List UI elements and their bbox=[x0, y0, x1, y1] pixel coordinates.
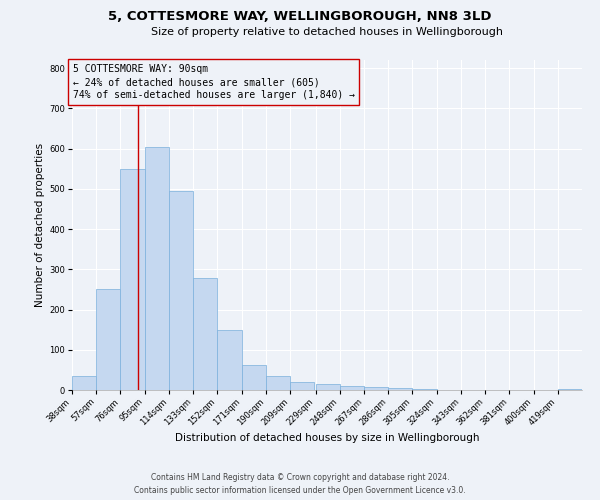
Y-axis label: Number of detached properties: Number of detached properties bbox=[35, 143, 45, 307]
Text: 5 COTTESMORE WAY: 90sqm
← 24% of detached houses are smaller (605)
74% of semi-d: 5 COTTESMORE WAY: 90sqm ← 24% of detache… bbox=[73, 64, 355, 100]
Bar bbox=[169, 191, 193, 390]
Bar bbox=[145, 146, 169, 390]
Bar bbox=[217, 330, 242, 390]
Bar bbox=[340, 386, 364, 390]
Bar bbox=[121, 168, 145, 390]
Bar bbox=[412, 389, 437, 390]
Text: Contains HM Land Registry data © Crown copyright and database right 2024.
Contai: Contains HM Land Registry data © Crown c… bbox=[134, 474, 466, 495]
Bar bbox=[72, 376, 96, 390]
X-axis label: Distribution of detached houses by size in Wellingborough: Distribution of detached houses by size … bbox=[175, 433, 479, 443]
Bar bbox=[364, 387, 388, 390]
Bar bbox=[290, 382, 314, 390]
Title: Size of property relative to detached houses in Wellingborough: Size of property relative to detached ho… bbox=[151, 27, 503, 37]
Bar bbox=[96, 290, 121, 390]
Bar bbox=[266, 376, 290, 390]
Bar bbox=[558, 389, 582, 390]
Bar bbox=[388, 388, 412, 390]
Bar bbox=[193, 278, 217, 390]
Text: 5, COTTESMORE WAY, WELLINGBOROUGH, NN8 3LD: 5, COTTESMORE WAY, WELLINGBOROUGH, NN8 3… bbox=[108, 10, 492, 23]
Bar bbox=[316, 384, 340, 390]
Bar bbox=[242, 365, 266, 390]
